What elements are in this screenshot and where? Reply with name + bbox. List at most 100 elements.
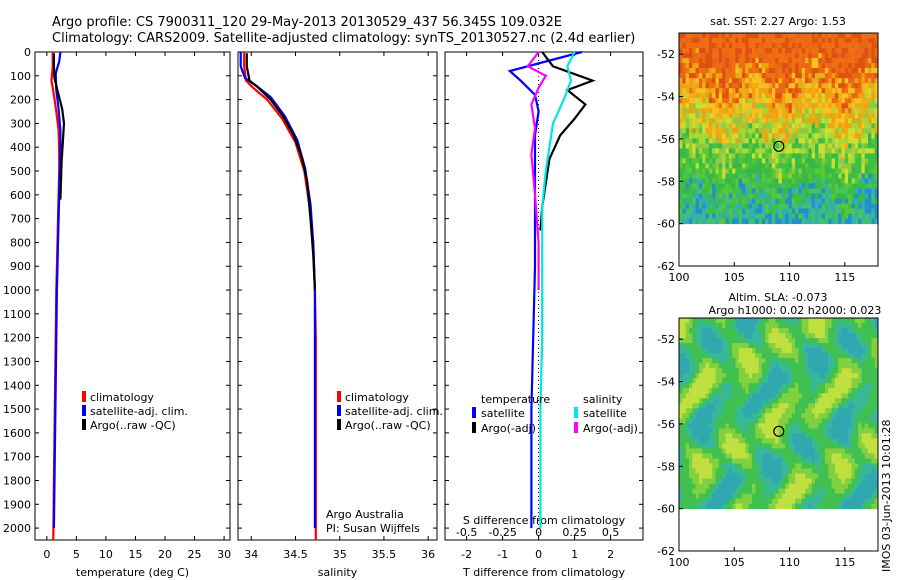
map-cell bbox=[771, 68, 776, 74]
y-tick-label: 0 bbox=[24, 46, 31, 59]
map-cell bbox=[752, 353, 756, 359]
map-cell bbox=[874, 498, 879, 505]
map-cell bbox=[775, 323, 779, 329]
map-cell bbox=[821, 93, 826, 99]
map-cell bbox=[722, 323, 726, 329]
map-cell bbox=[745, 118, 750, 124]
map-cell bbox=[778, 478, 783, 484]
map-cell bbox=[871, 213, 876, 220]
map-cell bbox=[705, 408, 710, 414]
map-cell bbox=[708, 373, 713, 379]
map-cell bbox=[778, 98, 783, 104]
map-cell bbox=[858, 148, 862, 154]
map-cell bbox=[705, 393, 710, 399]
map-cell bbox=[851, 43, 856, 49]
map-cell bbox=[818, 393, 823, 399]
map-cell bbox=[805, 113, 809, 119]
map-cell bbox=[868, 413, 872, 419]
map-cell bbox=[702, 108, 706, 114]
map-cell bbox=[834, 53, 839, 59]
map-cell bbox=[715, 353, 720, 359]
map-cell bbox=[735, 183, 740, 189]
map-cell bbox=[738, 438, 743, 444]
map-cell bbox=[801, 493, 806, 500]
map-cell bbox=[698, 48, 703, 54]
map-cell bbox=[854, 338, 859, 344]
map-cell bbox=[761, 58, 766, 64]
map-cell bbox=[765, 198, 769, 205]
map-cell bbox=[708, 218, 713, 225]
map-cell bbox=[851, 38, 856, 44]
map-cell bbox=[738, 458, 743, 464]
map-cell bbox=[748, 468, 753, 474]
map-cell bbox=[745, 348, 750, 354]
map-cell bbox=[821, 58, 826, 64]
map-cell bbox=[742, 188, 746, 194]
map-cell bbox=[728, 208, 733, 215]
map-cell bbox=[682, 493, 687, 500]
map-cell bbox=[728, 113, 733, 119]
map-cell bbox=[679, 48, 683, 54]
map-cell bbox=[818, 213, 823, 220]
map-cell bbox=[775, 493, 779, 500]
map-cell bbox=[682, 323, 687, 329]
map-cell bbox=[748, 353, 753, 359]
map-cell bbox=[692, 108, 697, 114]
map-cell bbox=[791, 343, 796, 349]
map-cell bbox=[788, 468, 793, 474]
map-cell bbox=[868, 108, 872, 114]
map-cell bbox=[738, 198, 743, 205]
map-cell bbox=[705, 353, 710, 359]
map-cell bbox=[848, 43, 852, 49]
map-cell bbox=[851, 383, 856, 389]
map-cell bbox=[718, 43, 723, 49]
map-cell bbox=[785, 478, 789, 484]
map-cell bbox=[695, 493, 700, 500]
map-cell bbox=[775, 478, 779, 484]
map-cell bbox=[795, 363, 799, 369]
map-cell bbox=[695, 133, 700, 139]
map-cell bbox=[722, 118, 726, 124]
map-cell bbox=[771, 433, 776, 439]
map-cell bbox=[834, 163, 839, 169]
map-cell bbox=[838, 143, 842, 149]
map-cell bbox=[811, 48, 816, 54]
map-cell bbox=[808, 453, 813, 459]
map-cell bbox=[775, 68, 779, 74]
map-cell bbox=[742, 133, 746, 139]
map-cell bbox=[708, 83, 713, 89]
map-cell bbox=[824, 323, 829, 329]
map-cell bbox=[742, 58, 746, 64]
map-cell bbox=[824, 388, 829, 394]
map-cell bbox=[778, 483, 783, 490]
map-cell bbox=[745, 323, 750, 329]
map-cell bbox=[718, 378, 723, 384]
map-cell bbox=[738, 208, 743, 215]
map-cell bbox=[718, 153, 723, 159]
map-cell bbox=[824, 338, 829, 344]
map-cell bbox=[818, 383, 823, 389]
map-cell bbox=[715, 448, 720, 454]
map-cell bbox=[838, 198, 842, 205]
map-cell bbox=[765, 398, 769, 404]
map-cell bbox=[742, 38, 746, 44]
map-cell bbox=[781, 113, 786, 119]
map-cell bbox=[771, 413, 776, 419]
map-cell bbox=[868, 368, 872, 374]
x-tick-label: 110 bbox=[779, 271, 800, 284]
map-cell bbox=[824, 458, 829, 464]
map-cell bbox=[742, 338, 746, 344]
map-cell bbox=[868, 148, 872, 154]
map-cell bbox=[838, 158, 842, 164]
map-cell bbox=[712, 188, 716, 194]
map-cell bbox=[854, 43, 859, 49]
map-cell bbox=[831, 53, 836, 59]
map-cell bbox=[692, 98, 697, 104]
map-cell bbox=[768, 208, 773, 215]
map-cell bbox=[811, 203, 816, 210]
map-cell bbox=[858, 443, 862, 449]
map-cell bbox=[682, 353, 687, 359]
map-cell bbox=[831, 348, 836, 354]
map-cell bbox=[871, 188, 876, 194]
map-cell bbox=[748, 38, 753, 44]
